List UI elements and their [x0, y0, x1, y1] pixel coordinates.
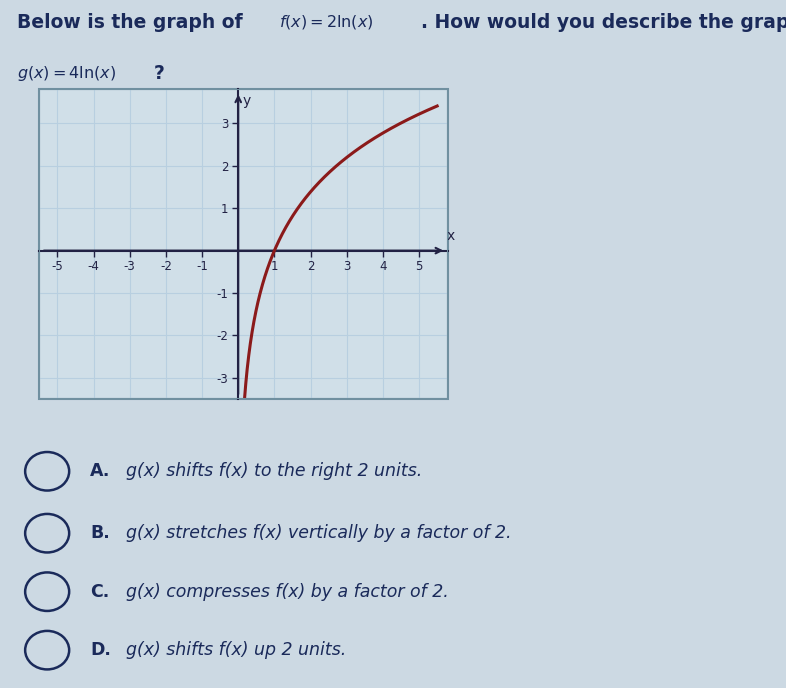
Text: B.: B.: [90, 524, 110, 542]
Text: $g(x)=4\ln(x)$: $g(x)=4\ln(x)$: [17, 65, 116, 83]
Text: $f(x)=2\ln(x)$: $f(x)=2\ln(x)$: [279, 14, 373, 32]
Text: g(x) stretches f(x) vertically by a factor of 2.: g(x) stretches f(x) vertically by a fact…: [126, 524, 511, 542]
Text: g(x) shifts f(x) up 2 units.: g(x) shifts f(x) up 2 units.: [126, 641, 346, 659]
Text: Below is the graph of: Below is the graph of: [17, 14, 243, 32]
Text: A.: A.: [90, 462, 111, 480]
Text: x: x: [446, 229, 454, 243]
Text: ?: ?: [153, 65, 164, 83]
Text: g(x) shifts f(x) to the right 2 units.: g(x) shifts f(x) to the right 2 units.: [126, 462, 422, 480]
Text: C.: C.: [90, 583, 109, 601]
Text: . How would you describe the graph of: . How would you describe the graph of: [421, 14, 786, 32]
Text: D.: D.: [90, 641, 112, 659]
Text: g(x) compresses f(x) by a factor of 2.: g(x) compresses f(x) by a factor of 2.: [126, 583, 449, 601]
Text: y: y: [243, 94, 251, 108]
